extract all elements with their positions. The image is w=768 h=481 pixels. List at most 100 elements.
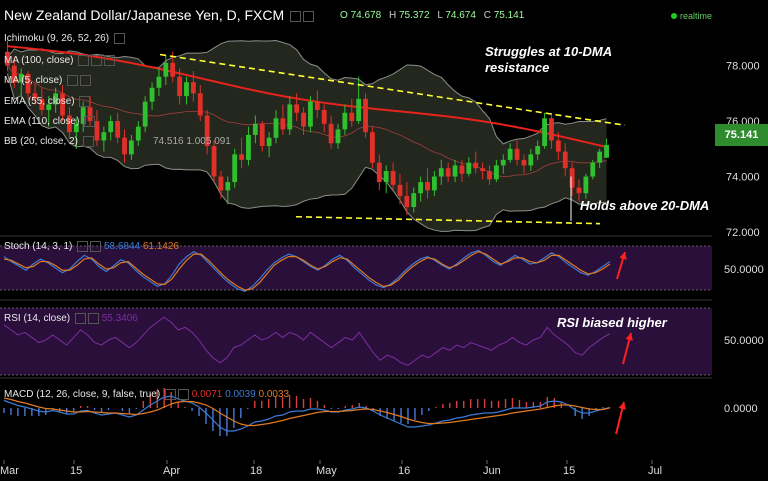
- indicator-ema55[interactable]: EMA (55, close): [4, 96, 91, 108]
- candle-body: [60, 93, 65, 116]
- candle-body: [528, 154, 534, 166]
- candle-body: [328, 123, 334, 144]
- indicator-ichimoku-label: Ichimoku (9, 26, 52, 26): [4, 33, 110, 45]
- candle-body: [18, 73, 24, 83]
- candle-body: [156, 76, 162, 88]
- settings-icon[interactable]: [91, 55, 103, 66]
- macd-line-value: 0.0039: [225, 389, 256, 401]
- candle-body: [473, 162, 479, 169]
- candle-body: [376, 162, 382, 183]
- eye-icon[interactable]: [84, 116, 96, 127]
- rsi-legend[interactable]: RSI (14, close) 55.3406: [4, 313, 138, 324]
- ohlc-open: 74.678: [350, 10, 382, 21]
- realtime-status[interactable]: realtime: [670, 11, 712, 21]
- candle-body: [94, 121, 100, 141]
- candle-body: [445, 168, 451, 177]
- candle-body: [466, 162, 472, 174]
- ichimoku-cloud-area: [7, 40, 607, 232]
- indicator-bb[interactable]: BB (20, close, 2): [4, 136, 94, 147]
- candle-body: [542, 118, 547, 147]
- eye-icon[interactable]: [79, 96, 91, 107]
- ema110-value2: 1.005: [186, 136, 212, 147]
- close-icon[interactable]: [104, 55, 116, 66]
- candle-body: [108, 121, 114, 133]
- macd-hist-value: 0.0071: [191, 389, 223, 401]
- candle-body: [149, 87, 155, 102]
- eye-icon[interactable]: [77, 241, 89, 252]
- indicator-ma100[interactable]: MA (100, close): [4, 55, 116, 67]
- indicator-ema55-label: EMA (55, close): [4, 96, 75, 108]
- candle-body: [101, 132, 107, 141]
- candle-body: [604, 144, 609, 158]
- candle-body: [425, 182, 430, 191]
- macd-legend[interactable]: MACD (12, 26, close, 9, false, true) 0.0…: [4, 389, 289, 400]
- indicator-ichimoku[interactable]: Ichimoku (9, 26, 52, 26): [4, 33, 125, 44]
- rsi-band: [0, 308, 712, 375]
- lock-icon[interactable]: [303, 10, 315, 22]
- candle-body: [493, 165, 499, 180]
- candle-body: [597, 151, 603, 163]
- eye-icon[interactable]: [67, 75, 79, 86]
- ichimoku-cloud: [7, 40, 607, 232]
- eye-icon[interactable]: [82, 136, 94, 147]
- candle-body: [273, 118, 279, 138]
- eye-icon[interactable]: [113, 33, 125, 44]
- settings-icon[interactable]: [90, 241, 102, 252]
- candle-body: [197, 93, 203, 116]
- candle-body: [390, 170, 396, 185]
- candle-body: [39, 98, 45, 110]
- candle-body: [452, 165, 458, 177]
- candle-body: [321, 109, 327, 124]
- candle-body: [562, 151, 568, 169]
- ohlc-h-label: H: [388, 10, 397, 21]
- date-tick-label: Jul: [648, 465, 662, 477]
- candle-body: [73, 123, 79, 133]
- stoch-d-value: 61.1426: [142, 241, 180, 253]
- candle-body: [46, 104, 52, 110]
- resistance-annotation: Struggles at 10-DMA resistance: [485, 44, 612, 76]
- date-tick-label: Mar: [0, 465, 19, 477]
- settings-icon[interactable]: [177, 389, 189, 400]
- candle-body: [335, 129, 341, 144]
- indicator-ma5[interactable]: MA (5, close): [4, 75, 92, 86]
- candle-body: [507, 148, 513, 160]
- rsi-annotation: RSI biased higher: [557, 315, 667, 330]
- trendlines: [159, 53, 626, 225]
- candle-body: [232, 154, 238, 183]
- rsi-label: RSI (14, close): [4, 313, 71, 325]
- candle-body: [11, 65, 17, 83]
- candle-body: [80, 107, 86, 124]
- settings-icon[interactable]: [87, 313, 99, 324]
- ohlc-o-label: O: [340, 10, 348, 21]
- candle-body: [122, 137, 127, 155]
- ema110-value-readout: 74.516 1.005 091: [153, 136, 231, 147]
- candle-body: [67, 115, 72, 133]
- stoch-k-line: [3, 249, 611, 292]
- indicator-ema110[interactable]: EMA (110, close): [4, 116, 96, 127]
- rsi-line: [3, 316, 611, 366]
- red-arrow-head: [625, 333, 633, 341]
- candle-body: [87, 107, 93, 122]
- candle-body: [521, 159, 527, 166]
- eye-icon[interactable]: [78, 55, 90, 66]
- chart-title-row: New Zealand Dollar/Japanese Yen, D, FXCM: [4, 7, 315, 23]
- candle-body: [583, 176, 589, 194]
- realtime-label: realtime: [679, 11, 712, 21]
- stoch-legend[interactable]: Stoch (14, 3, 1) 58.6844 61.1426: [4, 241, 179, 252]
- candle-body: [170, 62, 176, 77]
- settings-icon[interactable]: [80, 75, 92, 86]
- red-arrow-head: [619, 252, 627, 260]
- candle-body: [53, 93, 59, 105]
- oscillator-panels: [3, 249, 611, 436]
- candle-body: [177, 76, 183, 97]
- indicator-ma100-label: MA (100, close): [4, 55, 74, 67]
- settings-icon[interactable]: [290, 10, 302, 22]
- eye-icon[interactable]: [164, 389, 176, 400]
- eye-icon[interactable]: [74, 313, 86, 324]
- date-tick-label: Jun: [483, 465, 501, 477]
- stoch-k-value: 58.6844: [103, 241, 141, 253]
- bb-value: 091: [214, 136, 231, 147]
- ohlc-low: 74.674: [445, 10, 476, 21]
- resistance-annotation-line2: resistance: [485, 60, 550, 75]
